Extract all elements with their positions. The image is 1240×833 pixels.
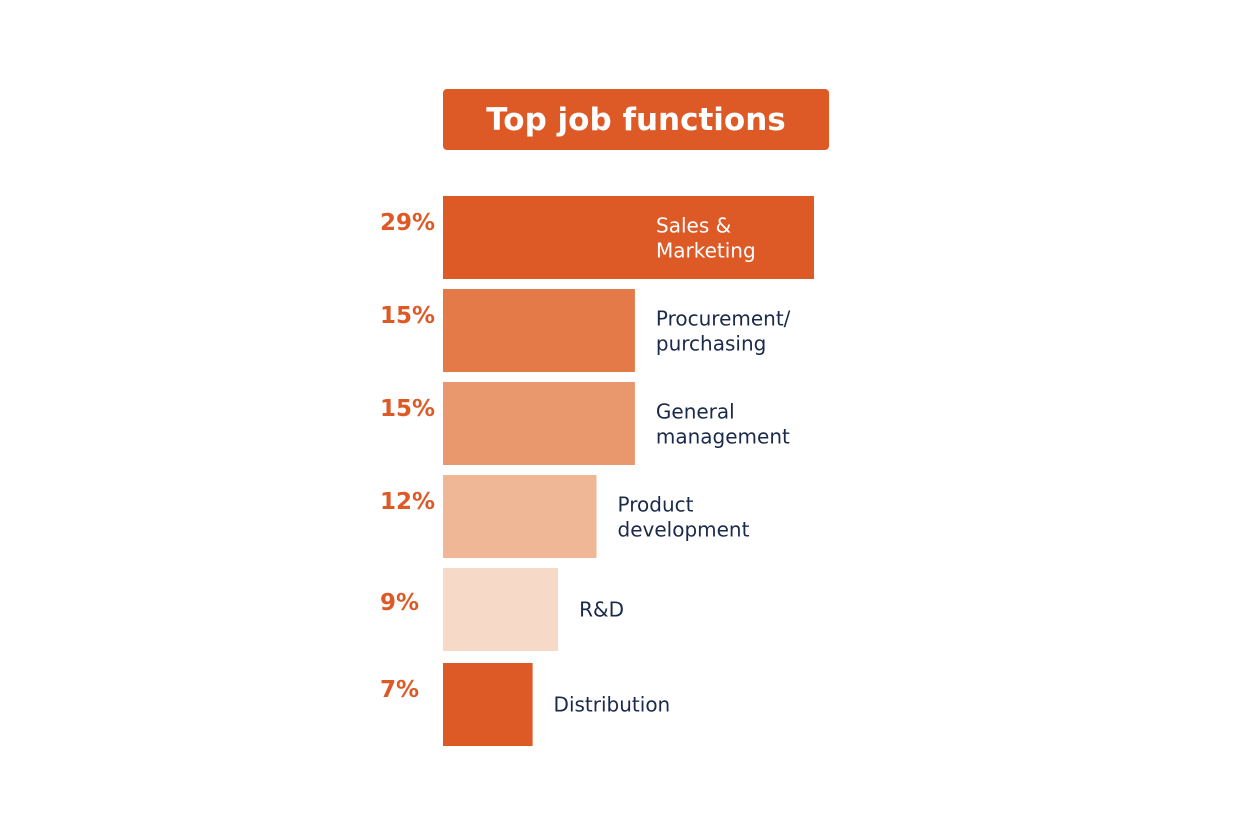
category-label-2: General management <box>656 400 790 449</box>
percent-label-2: 15% <box>380 396 435 422</box>
bar-3 <box>443 475 597 558</box>
percent-label-3: 12% <box>380 489 435 515</box>
percent-label-5: 7% <box>380 677 419 703</box>
category-label-1: Procurement/purchasing <box>656 307 791 356</box>
chart-title: Top job functions <box>486 101 786 138</box>
bar-2 <box>443 382 635 465</box>
bar-1 <box>443 289 635 372</box>
category-label-4: R&D <box>579 598 624 622</box>
category-label-5: Distribution <box>554 693 671 717</box>
category-label-3: Product development <box>618 493 750 542</box>
category-label-0: Sales & Marketing <box>656 214 756 263</box>
chart-title-banner: Top job functions <box>443 89 829 150</box>
bar-5 <box>443 663 533 746</box>
bar-0 <box>443 196 814 279</box>
percent-label-1: 15% <box>380 303 435 329</box>
bar-4 <box>443 568 559 651</box>
percent-label-0: 29% <box>380 210 435 236</box>
percent-label-4: 9% <box>380 590 419 616</box>
